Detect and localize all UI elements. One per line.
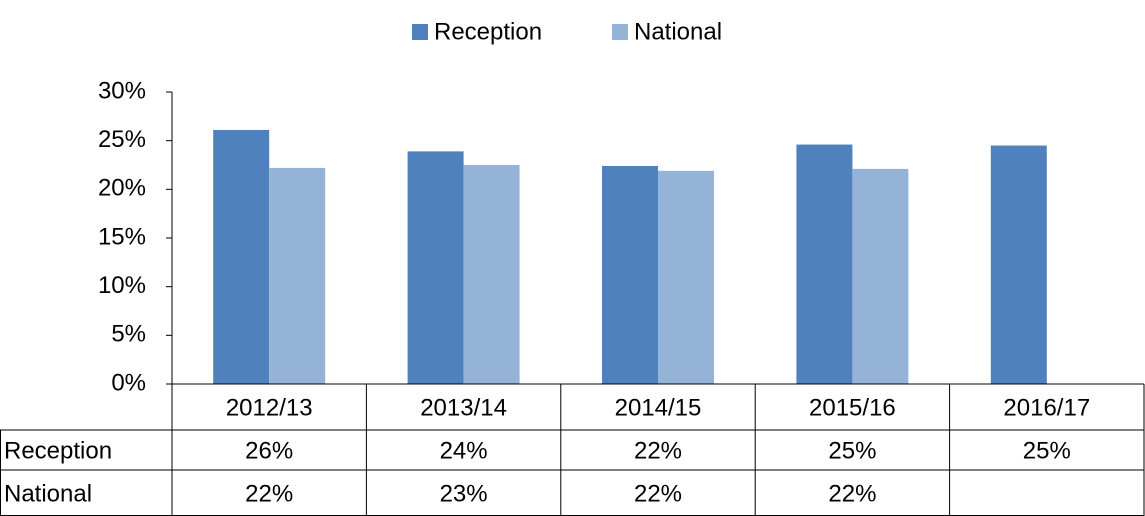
table-row-label: National [4,480,92,507]
data-label: 23% [440,480,488,507]
bar [269,167,326,384]
bar [852,168,909,384]
data-label: 22% [634,480,682,507]
data-label: 25% [1023,437,1071,464]
legend-swatch [412,24,428,40]
table-row-label: Reception [4,437,112,464]
data-label: 22% [828,480,876,507]
x-tick-label: 2013/14 [420,394,507,421]
bar [658,170,714,384]
bar [213,129,270,384]
data-label: 22% [245,480,293,507]
legend-label: National [634,18,722,45]
y-tick-label: 10% [98,272,146,299]
y-tick-label: 25% [98,126,146,153]
x-tick-label: 2015/16 [809,394,896,421]
y-tick-label: 5% [111,321,146,348]
bar [463,165,520,384]
data-label: 24% [440,437,488,464]
y-tick-label: 30% [98,77,146,104]
y-tick-label: 0% [111,369,146,396]
y-tick-label: 15% [98,223,146,250]
data-label: 25% [828,437,876,464]
bar [407,151,464,384]
x-tick-label: 2014/15 [615,394,702,421]
x-tick-label: 2016/17 [1003,394,1090,421]
legend-swatch [612,24,628,40]
y-tick-label: 20% [98,175,146,202]
legend-label: Reception [434,18,542,45]
data-label: 26% [245,437,293,464]
x-tick-label: 2012/13 [226,394,313,421]
bar [990,145,1047,384]
bar [796,144,853,384]
data-label: 22% [634,437,682,464]
bar [602,165,658,384]
